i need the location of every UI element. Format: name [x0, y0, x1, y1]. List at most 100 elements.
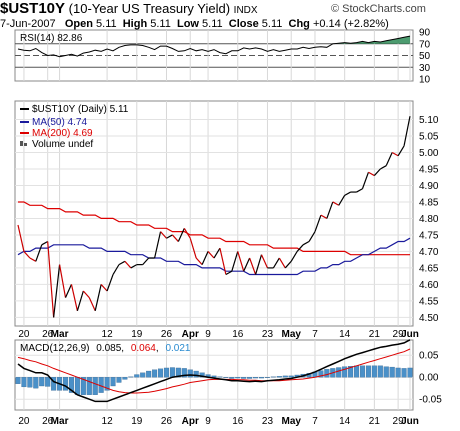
price-x-tick: Apr: [182, 329, 199, 340]
macd-line: [17, 339, 411, 403]
price-segment: [403, 116, 411, 146]
low-label: Low: [176, 18, 199, 30]
price-segment: [100, 284, 108, 292]
histogram-bar: [163, 367, 170, 378]
histogram-bar: [140, 372, 146, 378]
open-label: Open: [64, 18, 93, 30]
histogram-bar: [169, 367, 175, 378]
macd-legend: MACD(12,26,9) 0.085, 0.064, 0.021: [20, 343, 191, 354]
price-segment: [171, 234, 179, 242]
price-segment: [260, 254, 269, 269]
price-segment: [225, 270, 233, 276]
price-segment: [166, 234, 173, 239]
macd-x-tick: 12: [102, 416, 114, 427]
histogram-bar: [241, 377, 247, 379]
histogram-bar: [247, 377, 253, 379]
histogram-bar: [253, 377, 259, 379]
macd-x-tick: 21: [369, 416, 381, 427]
price-segment: [130, 264, 138, 269]
price-segment: [160, 231, 167, 239]
price-y-tick: 4.55: [419, 296, 439, 307]
histogram-bar: [80, 377, 86, 395]
price-segment: [23, 251, 31, 259]
legend-volume: Volume undef: [32, 139, 93, 150]
macd-legend-sep-1: ,: [121, 343, 124, 354]
histogram-bar: [193, 370, 199, 378]
price-y-tick: 4.60: [419, 280, 439, 291]
price-segment: [373, 168, 381, 176]
price-legend: $UST10Y (Daily) 5.11 MA(50) 4.74 MA(200)…: [20, 104, 129, 150]
high-value: 5.11: [150, 18, 171, 30]
histogram-bar: [217, 376, 223, 378]
quote-date: 7-Jun-2007: [0, 18, 56, 30]
histogram-bar: [270, 376, 276, 378]
price-y-tick: 4.90: [419, 181, 439, 192]
price-y-tick: 4.70: [419, 247, 439, 258]
price-x-tick: 16: [232, 329, 244, 340]
price-line: [17, 116, 411, 318]
chg-value: +0.14 (+2.82%): [312, 18, 389, 30]
histogram-legend-value: 0.021: [165, 343, 190, 354]
close-value: 5.11: [261, 18, 283, 30]
histogram-bar: [21, 377, 27, 388]
histogram-bar: [211, 375, 217, 378]
price-segment: [154, 231, 162, 259]
histogram-bar: [86, 377, 92, 395]
price-segment: [338, 195, 346, 206]
price-segment: [118, 260, 126, 266]
price-x-tick: 9: [205, 329, 211, 340]
price-segment: [344, 191, 351, 196]
macd-legend-label: MACD(12,26,9): [20, 343, 89, 354]
price-segment: [332, 201, 340, 206]
price-segment: [112, 264, 120, 275]
histogram-bar: [15, 377, 21, 384]
price-segment: [219, 248, 227, 275]
histogram-bar: [389, 366, 395, 378]
macd-x-tick: 23: [262, 416, 274, 427]
histogram-bar: [395, 367, 401, 378]
price-segment: [177, 228, 185, 242]
price-y-tick: 5.10: [419, 115, 439, 126]
price-x-tick: 20: [18, 329, 30, 340]
price-segment: [326, 201, 334, 219]
histogram-bar: [383, 366, 389, 378]
histogram-bar: [235, 377, 241, 379]
histogram-bar: [128, 376, 134, 378]
price-segment: [106, 274, 114, 292]
price-segment: [47, 241, 55, 318]
price-segment: [41, 241, 48, 246]
price-segment: [213, 247, 221, 259]
price-x-tick: 21: [369, 329, 381, 340]
symbol-name: (10-Year US Treasury Yield): [68, 1, 231, 16]
ma200-line: [18, 201, 410, 256]
histogram-bar: [348, 366, 354, 378]
histogram-bar: [258, 377, 265, 379]
macd-signal-line: [17, 348, 411, 394]
signal-legend-value: 0.064: [131, 343, 156, 354]
chg-label: Chg: [288, 18, 310, 30]
macd-x-tick: 19: [131, 416, 143, 427]
rsi-line: [17, 35, 411, 58]
price-segment: [189, 238, 197, 259]
price-x-tick: 19: [131, 329, 143, 340]
price-segment: [64, 284, 73, 298]
price-segment: [314, 214, 322, 232]
rsi-y-tick: 10: [419, 75, 431, 86]
macd-x-tick: Jun: [401, 416, 419, 427]
high-label: High: [122, 18, 148, 30]
exchange-text: INDX: [233, 5, 258, 16]
price-segment: [368, 171, 375, 177]
price-gridlines: [15, 101, 413, 326]
histogram-bar: [377, 365, 383, 378]
price-segment: [142, 257, 150, 266]
price-segment: [201, 251, 209, 265]
macd-x-tick: Mar: [51, 416, 69, 427]
legend-swatch-price: [20, 108, 29, 110]
histogram-bar: [354, 365, 360, 378]
histogram-bar: [199, 372, 205, 378]
macd-x-tick: 7: [312, 416, 318, 427]
